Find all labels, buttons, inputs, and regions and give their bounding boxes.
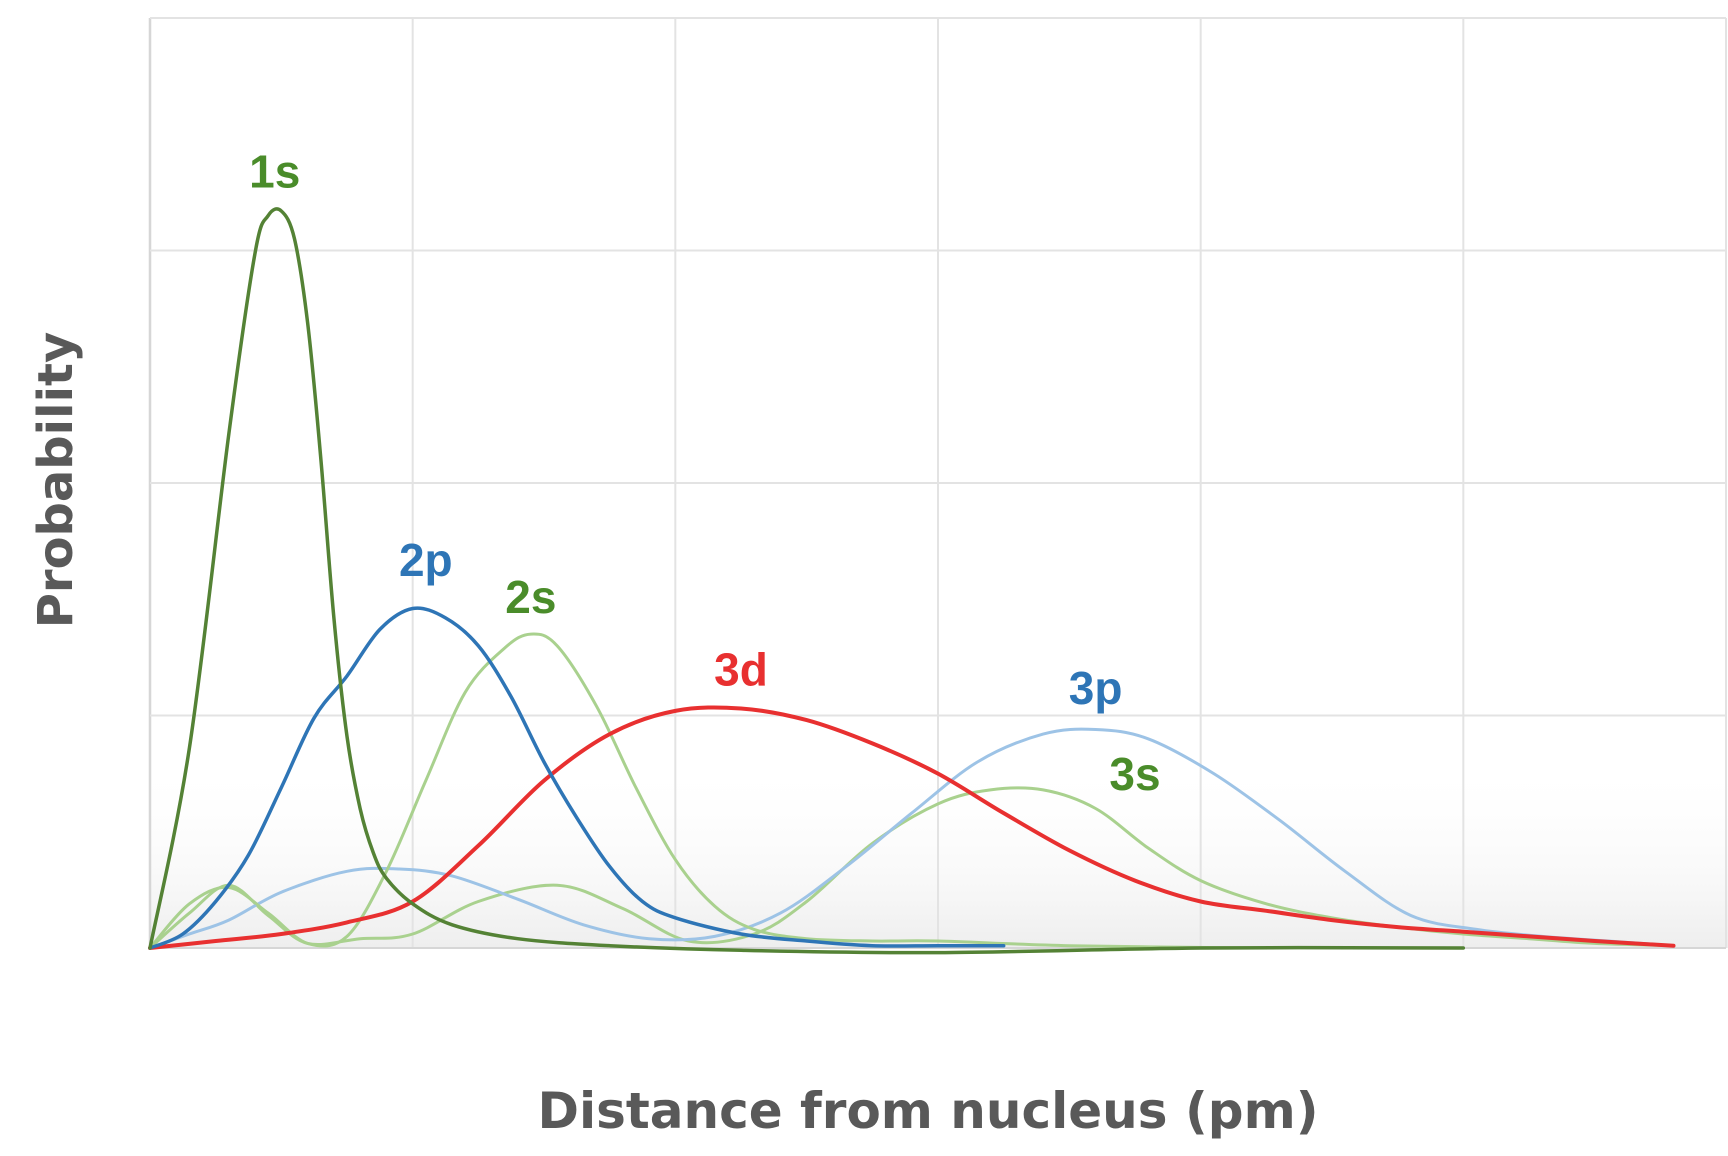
series-label-1s: 1s bbox=[249, 146, 300, 198]
series-line-2p bbox=[148, 606, 1006, 950]
series-line-3d bbox=[148, 705, 1676, 950]
series-line-3p bbox=[148, 727, 1675, 950]
series-label-2p: 2p bbox=[399, 534, 453, 586]
series-line-2s bbox=[148, 632, 1255, 950]
y-axis-title: Probability bbox=[28, 332, 84, 629]
series-label-layer: 1s 2p 2s 3d 3p 3s bbox=[249, 146, 1160, 800]
series-label-2s: 2s bbox=[505, 571, 556, 623]
series-line-1s bbox=[148, 207, 1466, 955]
grid bbox=[148, 17, 1727, 949]
series-layer bbox=[148, 207, 1676, 955]
series-label-3p: 3p bbox=[1069, 662, 1123, 714]
x-axis-title: Distance from nucleus (pm) bbox=[537, 1082, 1318, 1140]
series-label-3d: 3d bbox=[714, 643, 768, 695]
series-label-3s: 3s bbox=[1109, 748, 1160, 800]
